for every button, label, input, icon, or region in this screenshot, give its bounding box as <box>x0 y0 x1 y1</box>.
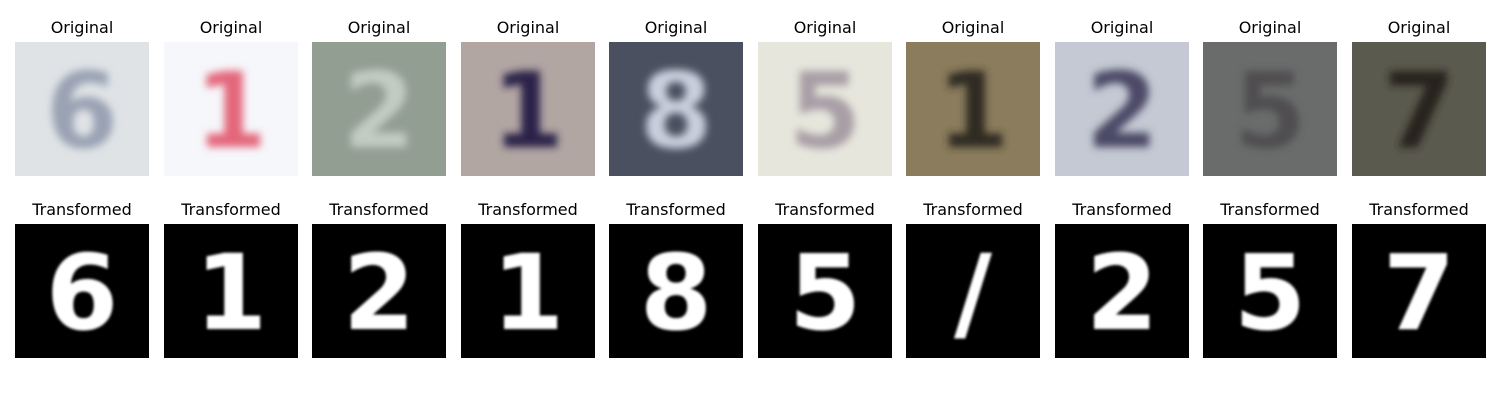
transformed-image-6: / <box>906 224 1040 358</box>
transformed-image-0-digit: 6 <box>46 232 118 354</box>
original-image-0: 6 <box>15 42 149 176</box>
original-image-7: 2 <box>1055 42 1189 176</box>
original-image-8-digit: 5 <box>1234 50 1306 172</box>
transformed-image-1-digit: 1 <box>195 232 267 354</box>
original-label: Original <box>199 18 263 37</box>
transformed-label: Transformed <box>923 200 1023 219</box>
transformed-label: Transformed <box>478 200 578 219</box>
transformed-image-8-digit: 5 <box>1234 232 1306 354</box>
original-label: Original <box>941 18 1005 37</box>
transformed-image-7-digit: 2 <box>1086 232 1158 354</box>
original-image-1-digit: 1 <box>195 50 267 172</box>
transformed-image-2-digit: 2 <box>343 232 415 354</box>
transformed-label: Transformed <box>1072 200 1172 219</box>
transformed-image-5-digit: 5 <box>789 232 861 354</box>
original-image-4-digit: 8 <box>640 50 712 172</box>
original-image-6: 1 <box>906 42 1040 176</box>
original-label: Original <box>347 18 411 37</box>
original-image-7-digit: 2 <box>1086 50 1158 172</box>
original-image-4: 8 <box>609 42 743 176</box>
transformed-label: Transformed <box>626 200 726 219</box>
transformed-image-4-digit: 8 <box>640 232 712 354</box>
original-image-9: 7 <box>1352 42 1486 176</box>
transformed-image-5: 5 <box>758 224 892 358</box>
original-label: Original <box>1090 18 1154 37</box>
transformed-label: Transformed <box>775 200 875 219</box>
original-image-5: 5 <box>758 42 892 176</box>
transformed-image-2: 2 <box>312 224 446 358</box>
original-image-1: 1 <box>164 42 298 176</box>
original-label: Original <box>1238 18 1302 37</box>
transformed-image-7: 2 <box>1055 224 1189 358</box>
transformed-image-9-digit: 7 <box>1383 232 1455 354</box>
original-label: Original <box>644 18 708 37</box>
transformed-image-3: 1 <box>461 224 595 358</box>
transformed-label: Transformed <box>32 200 132 219</box>
original-image-6-digit: 1 <box>937 50 1009 172</box>
transformed-image-0: 6 <box>15 224 149 358</box>
original-image-2-digit: 2 <box>343 50 415 172</box>
original-image-2: 2 <box>312 42 446 176</box>
original-label: Original <box>1387 18 1451 37</box>
transformed-image-1: 1 <box>164 224 298 358</box>
transformed-image-3-digit: 1 <box>492 232 564 354</box>
original-image-8: 5 <box>1203 42 1337 176</box>
transformed-image-9: 7 <box>1352 224 1486 358</box>
transformed-image-6-digit: / <box>954 232 992 354</box>
transformed-label: Transformed <box>181 200 281 219</box>
transformed-label: Transformed <box>329 200 429 219</box>
original-image-3: 1 <box>461 42 595 176</box>
original-image-0-digit: 6 <box>46 50 118 172</box>
original-label: Original <box>50 18 114 37</box>
transformed-image-8: 5 <box>1203 224 1337 358</box>
original-image-9-digit: 7 <box>1383 50 1455 172</box>
transformed-label: Transformed <box>1369 200 1469 219</box>
original-image-5-digit: 5 <box>789 50 861 172</box>
original-label: Original <box>496 18 560 37</box>
transformed-image-4: 8 <box>609 224 743 358</box>
original-label: Original <box>793 18 857 37</box>
transformed-label: Transformed <box>1220 200 1320 219</box>
original-image-3-digit: 1 <box>492 50 564 172</box>
